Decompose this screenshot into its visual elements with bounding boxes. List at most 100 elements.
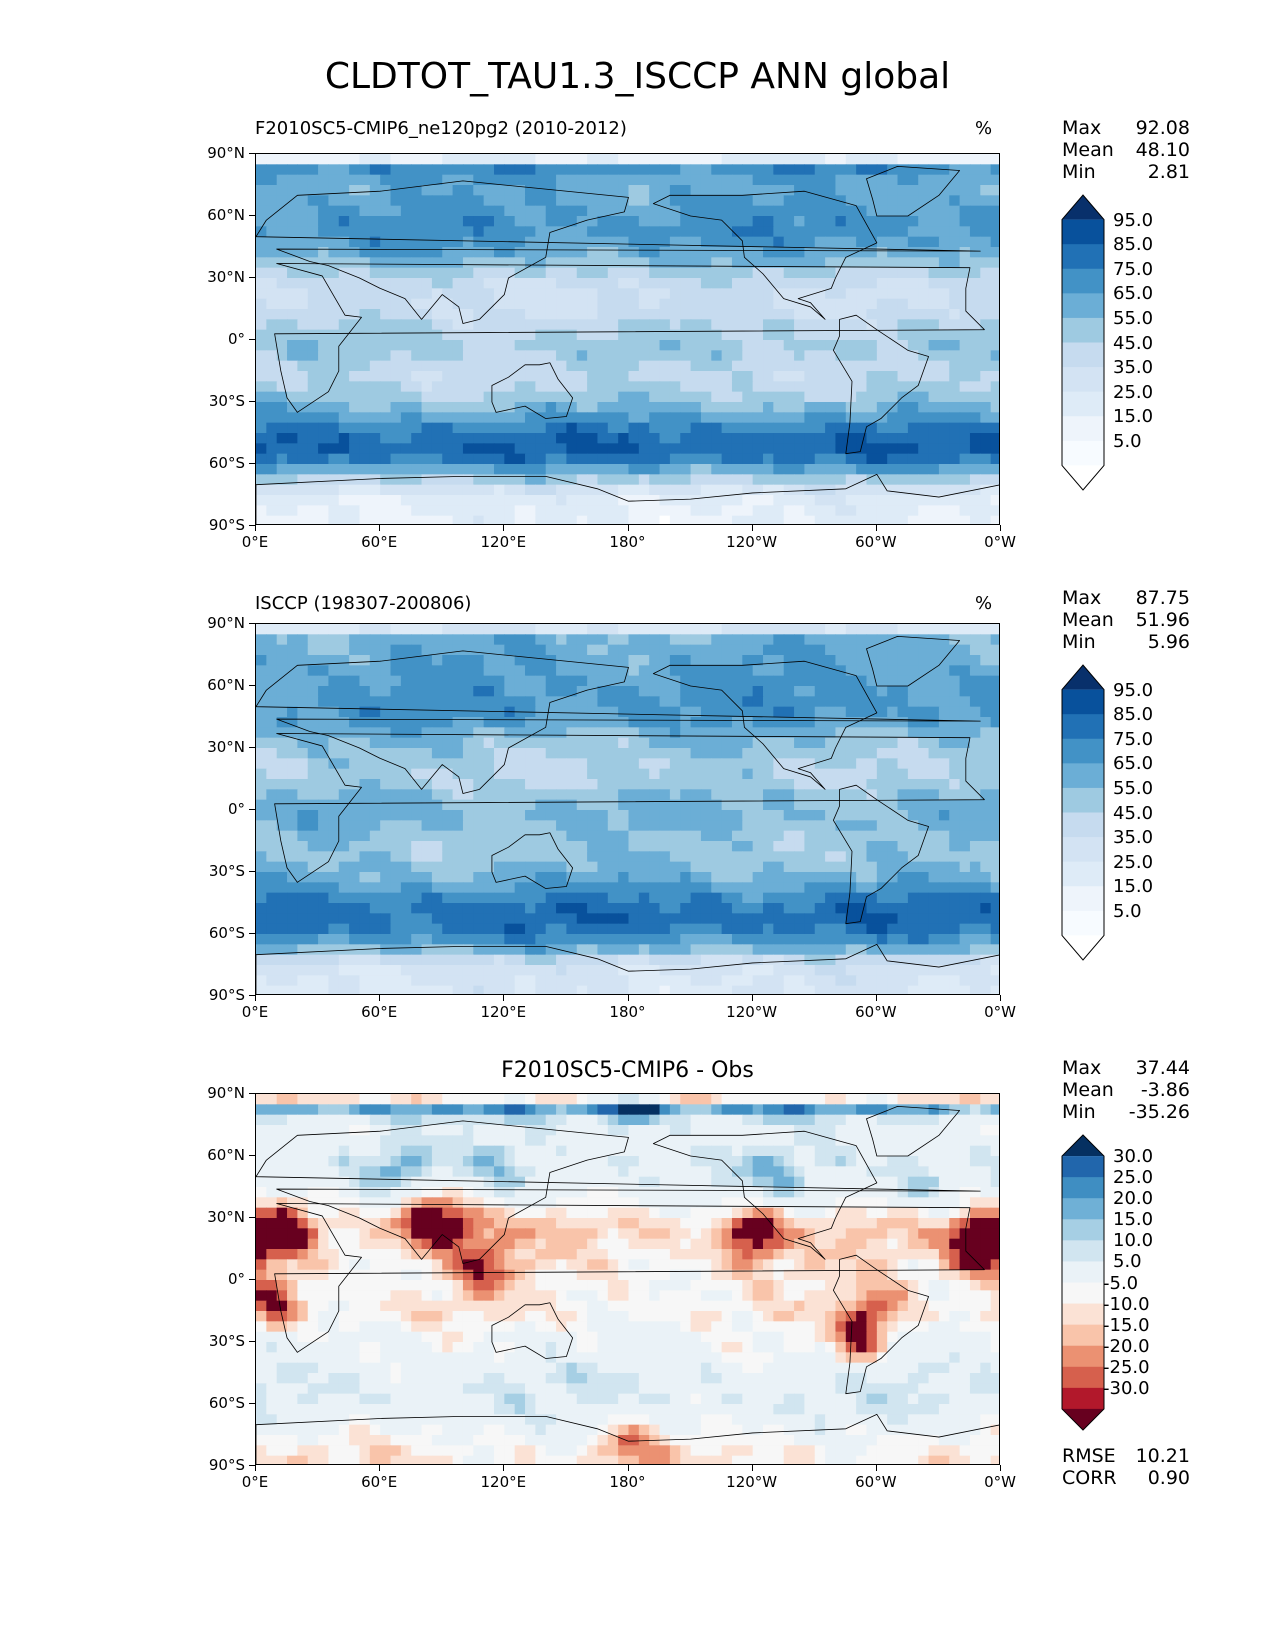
grid-cell [493, 350, 505, 362]
grid-cell [328, 882, 340, 894]
grid-cell [711, 288, 723, 300]
grid-cell [452, 820, 464, 832]
grid-cell [442, 298, 454, 310]
grid-cell [369, 474, 381, 486]
grid-cell [359, 655, 371, 666]
grid-cell [576, 391, 588, 403]
grid-cell [338, 453, 350, 465]
grid-cell [587, 391, 599, 403]
grid-cell [318, 474, 330, 486]
grid-cell [711, 350, 723, 362]
grid-cell [349, 484, 361, 496]
grid-cell [576, 717, 588, 728]
grid-cell [949, 154, 961, 165]
grid-cell [949, 391, 961, 403]
grid-cell [825, 505, 837, 517]
grid-cell [380, 799, 392, 811]
grid-cell [814, 195, 826, 207]
grid-cell [690, 892, 702, 904]
grid-cell [318, 748, 330, 759]
grid-cell [525, 185, 536, 196]
grid-cell [721, 340, 733, 351]
grid-cell [535, 195, 547, 207]
grid-cell [473, 779, 485, 790]
grid-cell [928, 799, 940, 811]
grid-cell [742, 371, 754, 382]
grid-cell [473, 861, 485, 873]
grid-cell [845, 954, 857, 966]
grid-cell [959, 903, 971, 914]
grid-cell [731, 515, 743, 524]
grid-cell [928, 634, 940, 646]
grid-cell [794, 371, 806, 382]
grid-cell [897, 505, 909, 517]
grid-cell [462, 799, 474, 811]
grid-cell [669, 288, 681, 300]
grid-cell [918, 381, 930, 393]
grid-cell [866, 665, 878, 677]
grid-cell [556, 892, 568, 904]
grid-cell [328, 717, 340, 728]
grid-cell [266, 402, 278, 413]
grid-cell [876, 164, 888, 176]
grid-cell [835, 655, 847, 666]
grid-cell [266, 288, 278, 300]
grid-cell [566, 675, 578, 687]
grid-cell [514, 644, 526, 656]
grid-cell [845, 851, 857, 863]
grid-cell [442, 861, 454, 873]
grid-cell [794, 737, 806, 749]
grid-cell [514, 484, 526, 496]
grid-cell [421, 185, 433, 196]
grid-cell [721, 758, 733, 770]
grid-cell [276, 443, 288, 455]
grid-cell [369, 174, 381, 186]
grid-cell [980, 779, 992, 790]
grid-cell [938, 319, 950, 331]
grid-cell [949, 247, 961, 258]
grid-cell [297, 174, 309, 186]
grid-cell [504, 810, 516, 821]
grid-cell [680, 247, 692, 258]
grid-cell [990, 913, 999, 925]
grid-cell [566, 278, 578, 289]
grid-cell [845, 634, 857, 646]
grid-cell [338, 841, 350, 852]
grid-cell [721, 644, 733, 656]
grid-cell [845, 727, 857, 739]
grid-cell [649, 226, 661, 238]
grid-cell [504, 799, 516, 811]
grid-cell [462, 288, 474, 300]
grid-cell [690, 505, 702, 517]
grid-cell [959, 737, 971, 749]
grid-cell [390, 381, 402, 393]
grid-cell [597, 872, 609, 883]
grid-cell [431, 164, 443, 176]
grid-cell [535, 934, 547, 945]
grid-cell [504, 433, 516, 444]
grid-cell [887, 515, 899, 524]
grid-cell [535, 913, 547, 925]
grid-cell [866, 422, 878, 434]
grid-cell [607, 830, 619, 842]
grid-cell [411, 820, 423, 832]
grid-cell [328, 226, 340, 238]
grid-cell [535, 768, 547, 780]
grid-cell [318, 644, 330, 656]
grid-cell [763, 278, 774, 289]
grid-cell [907, 443, 919, 455]
grid-cell [359, 381, 371, 393]
grid-cell [731, 267, 743, 279]
grid-cell [473, 923, 485, 935]
grid-cell [421, 433, 433, 444]
grid-cell [607, 195, 619, 207]
grid-cell [442, 799, 454, 811]
grid-cell [897, 495, 909, 506]
grid-cell [918, 205, 930, 217]
grid-cell [545, 309, 557, 320]
grid-cell [866, 634, 878, 646]
grid-cell [876, 624, 888, 635]
grid-cell [835, 205, 847, 217]
grid-cell [556, 515, 568, 524]
grid-cell [607, 350, 619, 362]
